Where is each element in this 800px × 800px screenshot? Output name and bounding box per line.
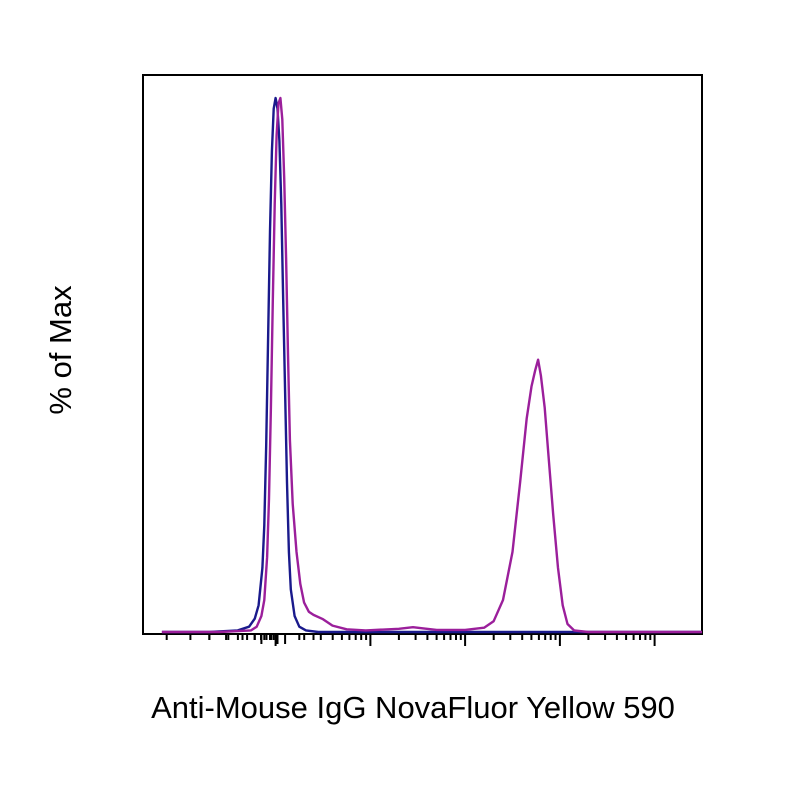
plot-frame	[142, 74, 703, 635]
series-layer	[161, 96, 702, 634]
series-line-2	[161, 96, 702, 634]
series-line-1	[161, 96, 702, 634]
x-axis-label: Anti-Mouse IgG NovaFluor Yellow 590	[151, 690, 675, 725]
y-axis-label: % of Max	[43, 285, 78, 415]
x-axis-ticks	[165, 634, 656, 646]
